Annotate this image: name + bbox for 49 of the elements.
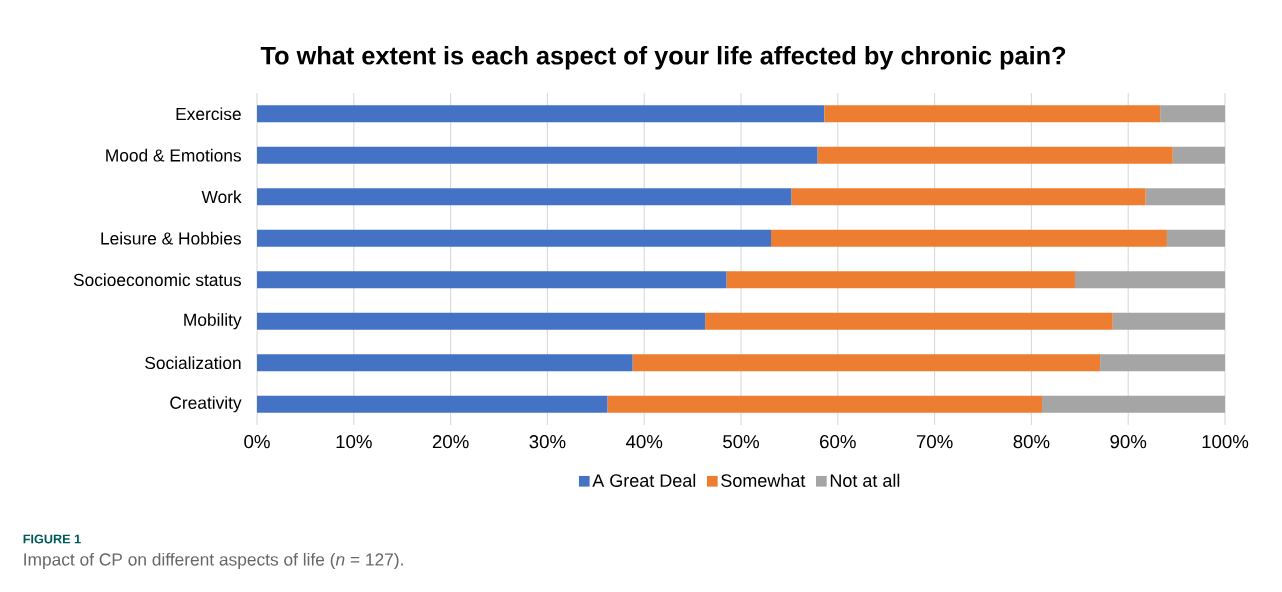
bar: [607, 395, 1043, 413]
caption: FIGURE 1: [23, 534, 81, 544]
bar: [257, 188, 792, 206]
bar: [1172, 146, 1225, 164]
x-tick-label: 90%: [1110, 435, 1147, 449]
x-tick-label: 10%: [336, 435, 372, 449]
bar: [824, 105, 1161, 123]
legend-label: A Great Deal: [592, 473, 696, 487]
legend-label: Somewhat: [721, 473, 806, 487]
y-tick-label: Work: [201, 190, 242, 204]
bar: [726, 271, 1075, 289]
x-tick-label: 100%: [1202, 435, 1249, 449]
bar: [705, 312, 1113, 330]
text: Impact of CP on different aspects of life (n = 127).: [24, 552, 403, 570]
bar: [257, 229, 772, 247]
bar: [257, 105, 825, 123]
chart-title: To what extent is each aspect of your life affected by chronic pain?: [260, 46, 1066, 70]
x-tick-label: 40%: [625, 435, 663, 449]
x-tick-label: 30%: [529, 435, 566, 449]
x-tick-label: 80%: [1013, 435, 1050, 449]
bar: [1112, 312, 1225, 330]
bar: [1160, 105, 1225, 123]
bar: [791, 188, 1146, 206]
bar: [1145, 188, 1225, 206]
x-tick-label: 60%: [820, 435, 856, 449]
bar: [1100, 354, 1225, 372]
x-tick-label: 70%: [916, 435, 953, 449]
bar: [632, 354, 1101, 372]
bar: [257, 395, 608, 413]
y-tick-label: Creativity: [170, 396, 242, 413]
y-tick-label: Socioeconomic status: [73, 273, 241, 287]
y-tick-label: Mobility: [184, 313, 242, 330]
bar: [771, 229, 1167, 247]
x-tick-label: 0%: [244, 435, 270, 449]
legend-label: Not at all: [830, 473, 900, 487]
bar: [817, 146, 1173, 164]
y-tick-label: Mood & Emotions: [106, 148, 241, 162]
bar: [257, 312, 706, 330]
bar: [1042, 395, 1225, 413]
y-tick-label: Exercise: [176, 107, 241, 121]
bar: [1166, 229, 1225, 247]
bar: [257, 354, 633, 372]
bar: [257, 271, 727, 289]
x-tick-label: 20%: [432, 435, 469, 449]
y-tick-label: Leisure & Hobbies: [101, 231, 241, 245]
y-tick-label: Socialization: [145, 356, 241, 370]
bar: [1074, 271, 1225, 289]
x-tick-label: 50%: [723, 435, 760, 449]
bar: [257, 146, 818, 164]
